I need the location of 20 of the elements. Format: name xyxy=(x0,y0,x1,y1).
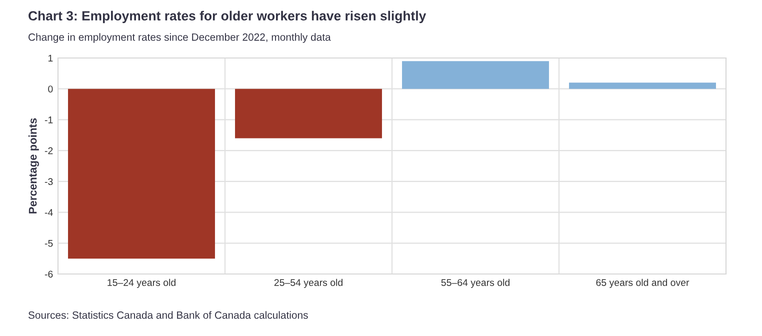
source-note: Sources: Statistics Canada and Bank of Canada calculations xyxy=(28,311,308,319)
y-tick-label: 1 xyxy=(48,54,53,62)
y-tick-label: -2 xyxy=(44,147,53,154)
bar xyxy=(569,82,716,89)
y-tick-label: 0 xyxy=(48,86,53,92)
bar xyxy=(68,88,215,259)
x-tick-label: 65 years old and over xyxy=(596,278,690,288)
chart-subtitle: Change in employment rates since December 2022, monthly data xyxy=(28,33,331,43)
y-tick-label: -1 xyxy=(44,116,53,124)
y-tick-label: -6 xyxy=(44,270,53,278)
y-axis-title: Percentage points xyxy=(28,118,39,214)
y-tick-label: -5 xyxy=(44,240,53,247)
chart-title: Chart 3: Employment rates for older workers have risen slightly xyxy=(28,10,426,24)
x-tick-label: 15–24 years old xyxy=(108,278,176,288)
bar xyxy=(235,88,382,138)
x-tick-label: 25–54 years old xyxy=(274,278,342,288)
y-tick-label: -3 xyxy=(44,178,53,186)
x-tick-label: 55–64 years old xyxy=(441,278,510,288)
y-tick-label: -4 xyxy=(44,209,53,216)
bar xyxy=(402,61,549,89)
